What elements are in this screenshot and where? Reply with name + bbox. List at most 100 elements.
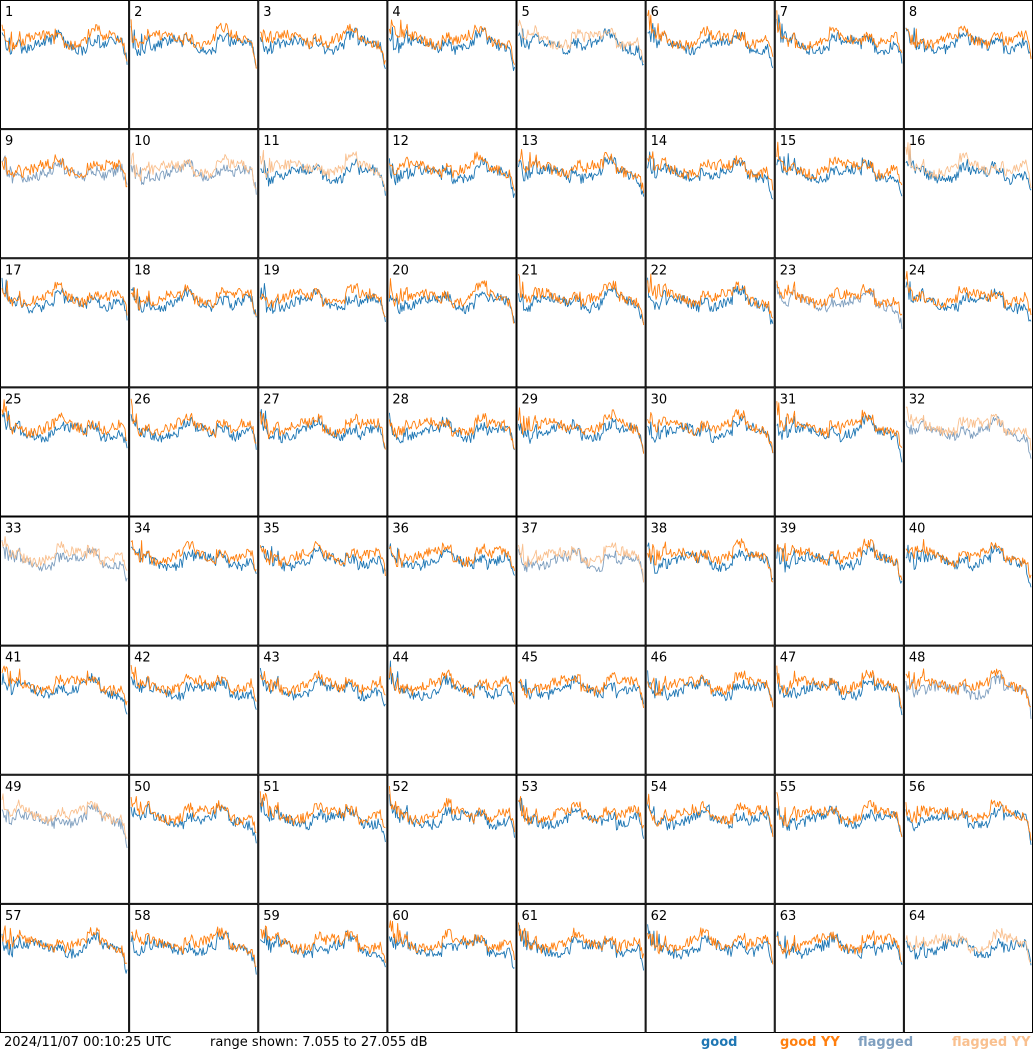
panel-label: 29 [522, 392, 539, 407]
series-good-yy [647, 273, 774, 319]
series-good-xx [130, 414, 257, 450]
series-good-yy [647, 670, 774, 708]
legend-flagged-xx: flagged XX [858, 1033, 938, 1053]
panel-label: 40 [909, 522, 926, 537]
panel-35: 35 [258, 516, 388, 646]
series-flagged-xx [905, 674, 1032, 719]
panel-border [516, 387, 646, 517]
series-good-yy [1, 154, 128, 188]
series-good-xx [388, 794, 515, 838]
panel-label: 3 [263, 5, 271, 20]
series-good-xx [518, 417, 645, 454]
panel-40: 40 [903, 516, 1033, 646]
series-good-xx [776, 931, 903, 965]
panel-border [129, 387, 259, 517]
panel-border [0, 516, 130, 646]
panel-15: 15 [774, 129, 904, 259]
panel-border [0, 387, 130, 517]
panel-56: 56 [903, 774, 1033, 904]
panel-label: 44 [392, 651, 409, 666]
panel-label: 7 [780, 5, 788, 20]
series-good-xx [647, 277, 774, 325]
panel-label: 48 [909, 651, 926, 666]
series-good-yy [905, 799, 1032, 841]
series-good-xx [905, 937, 1032, 966]
panel-border [387, 516, 517, 646]
legend-flagged-yy-prefix: flagged [952, 1035, 1012, 1050]
series-good-yy [259, 283, 386, 318]
series-good-yy [905, 270, 1032, 316]
panel-border [774, 129, 904, 259]
legend-good-xx: good XX [701, 1033, 762, 1053]
panel-border [387, 258, 517, 388]
series-good-xx [776, 543, 903, 584]
legend-flagged-yy: flagged YY [952, 1033, 1031, 1053]
panel-label: 62 [651, 909, 668, 924]
panel-label: 59 [263, 909, 280, 924]
series-good-xx [388, 157, 515, 198]
series-good-yy [776, 10, 903, 54]
panel-border [129, 903, 259, 1033]
panel-border [258, 903, 388, 1033]
panel-border [387, 645, 517, 775]
panel-36: 36 [387, 516, 517, 646]
panel-label: 54 [651, 780, 668, 795]
series-flagged-xx [776, 284, 903, 330]
series-good-xx [518, 28, 644, 66]
panel-border [774, 0, 904, 130]
panel-label: 60 [392, 909, 409, 924]
series-good-yy [776, 930, 903, 963]
panel-border [645, 387, 775, 517]
panel-48: 48 [903, 645, 1033, 775]
series-good-yy [130, 665, 257, 702]
panel-17: 17 [0, 258, 130, 388]
series-flagged-yy [518, 19, 645, 63]
series-good-yy [388, 151, 515, 191]
panel-border [516, 129, 646, 259]
panel-border [516, 516, 646, 646]
legend-good-yy-pol: YY [821, 1035, 840, 1050]
panel-label: 34 [134, 522, 151, 537]
panel-border [129, 129, 259, 259]
series-good-xx [905, 27, 1032, 58]
series-flagged-yy [905, 928, 1032, 964]
panel-29: 29 [516, 387, 646, 517]
panel-22: 22 [645, 258, 775, 388]
panel-label: 12 [392, 134, 409, 149]
panel-border [258, 387, 388, 517]
panel-border [774, 645, 904, 775]
panel-label: 22 [651, 263, 668, 278]
panel-label: 55 [780, 780, 797, 795]
panel-label: 63 [780, 909, 797, 924]
panel-label: 64 [909, 909, 926, 924]
series-good-yy [388, 412, 515, 450]
series-good-yy [776, 538, 903, 581]
series-good-yy [259, 791, 386, 829]
series-good-xx [1, 932, 128, 974]
series-good-yy [518, 795, 645, 829]
series-good-yy [647, 409, 774, 454]
series-good-xx [776, 153, 903, 197]
series-flagged-yy [518, 542, 645, 583]
panel-label: 2 [134, 5, 142, 20]
panel-label: 27 [263, 392, 280, 407]
panel-label: 15 [780, 134, 797, 149]
panel-8: 8 [903, 0, 1033, 130]
series-good-yy [388, 666, 515, 705]
series-good-yy [130, 398, 257, 444]
series-good-yy [388, 19, 515, 65]
series-good-xx [905, 146, 1032, 191]
series-good-yy [518, 274, 645, 326]
series-good-yy [130, 796, 257, 834]
panel-57: 57 [0, 903, 130, 1033]
series-flagged-xx [1, 540, 128, 582]
series-flagged-xx [518, 547, 645, 583]
series-good-yy [518, 672, 645, 708]
panel-border [774, 258, 904, 388]
panel-47: 47 [774, 645, 904, 775]
panel-label: 25 [5, 392, 22, 407]
series-good-xx [518, 286, 645, 324]
panel-border [903, 0, 1033, 130]
panel-border [645, 258, 775, 388]
panel-label: 37 [522, 522, 539, 537]
